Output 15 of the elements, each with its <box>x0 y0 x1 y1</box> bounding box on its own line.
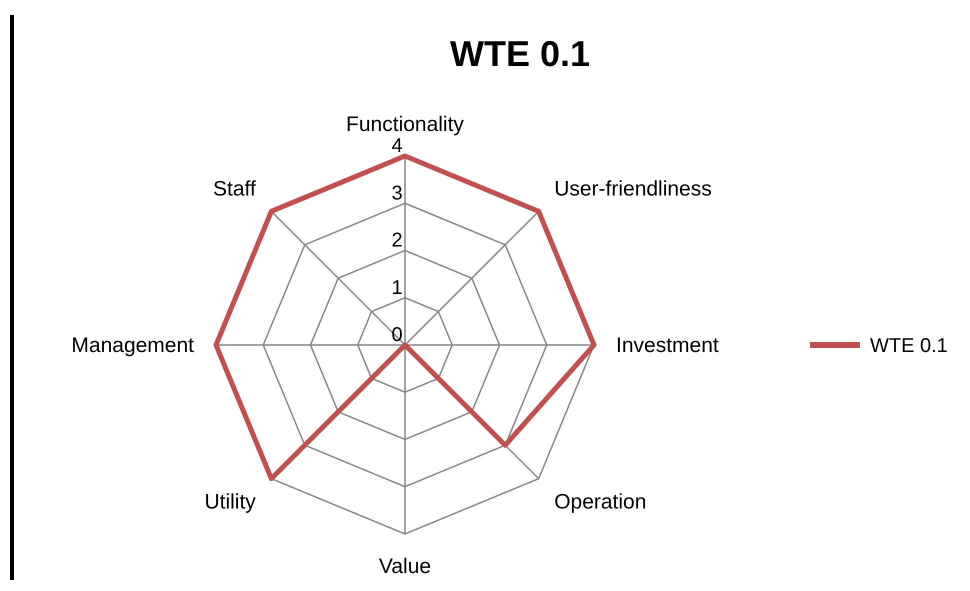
spoke-label: Functionality <box>346 113 464 136</box>
y-tick-label: 2 <box>391 230 403 252</box>
spoke-label: Value <box>378 555 432 578</box>
chart-title: WTE 0.1 <box>450 33 590 74</box>
y-tick-label: 3 <box>391 182 403 204</box>
y-tick-label: 0 <box>391 324 403 346</box>
spoke-label: Operation <box>554 490 646 514</box>
spoke-label: Utility <box>204 490 256 514</box>
spoke-label: User-friendliness <box>554 178 712 201</box>
y-tick-label: 1 <box>391 276 403 299</box>
y-tick-label: 4 <box>391 135 403 157</box>
spoke-label: Management <box>71 334 194 357</box>
spoke-label: Staff <box>212 178 256 201</box>
spoke-label: Investment <box>616 334 719 357</box>
legend-label: WTE 0.1 <box>870 335 948 357</box>
